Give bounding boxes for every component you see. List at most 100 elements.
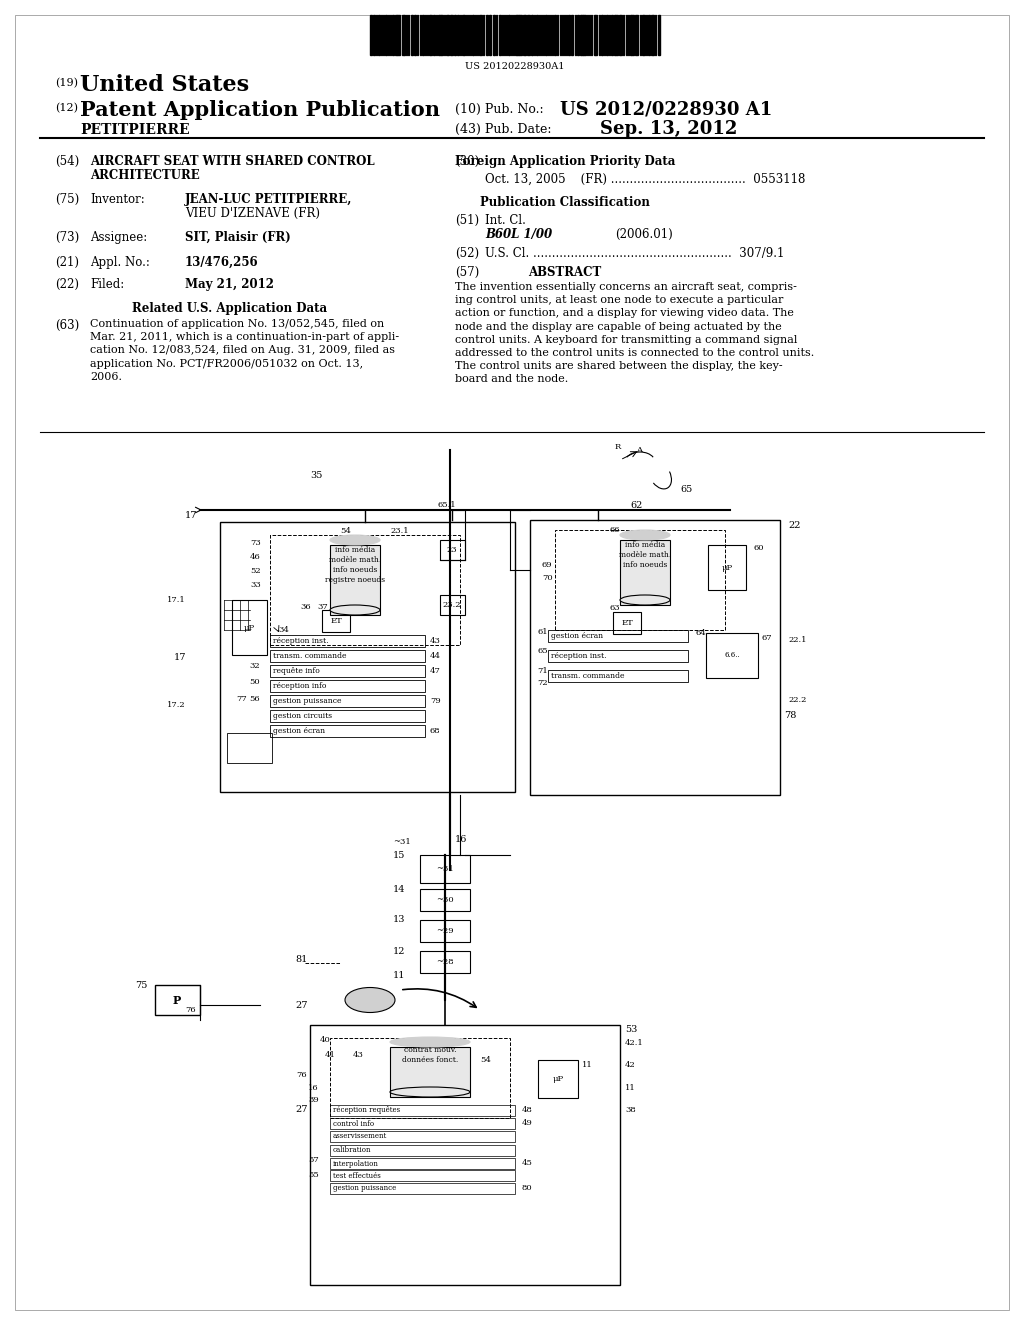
- Text: 79: 79: [430, 697, 440, 705]
- Text: ~31: ~31: [436, 865, 454, 873]
- Bar: [466, 15, 467, 55]
- Bar: [606, 15, 607, 55]
- Text: 45: 45: [522, 1159, 532, 1167]
- Bar: [422, 15, 424, 55]
- Text: ABSTRACT: ABSTRACT: [528, 267, 602, 279]
- Text: Assignee:: Assignee:: [90, 231, 147, 244]
- Text: 71: 71: [537, 667, 548, 675]
- Text: 41: 41: [325, 1051, 336, 1059]
- Bar: [536, 15, 538, 55]
- Bar: [581, 15, 583, 55]
- Text: (2006.01): (2006.01): [615, 228, 673, 242]
- Text: (54): (54): [55, 154, 79, 168]
- Bar: [583, 15, 586, 55]
- Text: 23.2: 23.2: [442, 601, 461, 609]
- Text: ~29: ~29: [436, 927, 454, 935]
- Text: B60L 1/00: B60L 1/00: [485, 228, 552, 242]
- Text: (75): (75): [55, 193, 79, 206]
- Text: (43) Pub. Date:: (43) Pub. Date:: [455, 123, 552, 136]
- Bar: [620, 15, 622, 55]
- Text: (51): (51): [455, 214, 479, 227]
- Text: 22.2: 22.2: [788, 696, 806, 704]
- Bar: [427, 15, 428, 55]
- Bar: [571, 15, 573, 55]
- Text: (73): (73): [55, 231, 79, 244]
- Text: info média: info média: [625, 541, 666, 549]
- Text: 40: 40: [319, 1036, 331, 1044]
- Text: 13/476,256: 13/476,256: [185, 256, 259, 269]
- Text: calibration: calibration: [333, 1147, 372, 1155]
- Text: control info: control info: [333, 1119, 374, 1127]
- Bar: [574, 15, 575, 55]
- Bar: [526, 15, 529, 55]
- Text: 32: 32: [249, 663, 260, 671]
- Bar: [591, 15, 592, 55]
- Text: 80: 80: [522, 1184, 532, 1192]
- Text: 65: 65: [680, 486, 692, 495]
- Text: réception inst.: réception inst.: [551, 652, 606, 660]
- FancyBboxPatch shape: [620, 540, 670, 605]
- Text: gestion écran: gestion écran: [551, 632, 603, 640]
- Bar: [401, 15, 403, 55]
- Text: 38: 38: [625, 1106, 636, 1114]
- Text: 11: 11: [625, 1084, 636, 1092]
- Text: 81: 81: [295, 956, 307, 965]
- Text: test effectués: test effectués: [333, 1172, 381, 1180]
- Ellipse shape: [390, 1086, 470, 1097]
- Bar: [515, 15, 516, 55]
- Text: 14: 14: [393, 884, 406, 894]
- Bar: [598, 15, 600, 55]
- Text: transm. commande: transm. commande: [273, 652, 346, 660]
- Text: modèle math.: modèle math.: [329, 556, 381, 564]
- Text: ET: ET: [330, 616, 342, 624]
- Text: (30): (30): [455, 154, 479, 168]
- Text: ARCHITECTURE: ARCHITECTURE: [90, 169, 200, 182]
- Text: 49: 49: [522, 1119, 532, 1127]
- Text: 76: 76: [296, 1071, 306, 1078]
- Text: 62: 62: [630, 502, 642, 511]
- Text: Publication Classification: Publication Classification: [480, 195, 650, 209]
- Text: 60: 60: [753, 544, 764, 552]
- Text: A: A: [636, 446, 642, 454]
- Bar: [378, 15, 380, 55]
- Ellipse shape: [620, 531, 670, 540]
- Text: May 21, 2012: May 21, 2012: [185, 279, 274, 290]
- Text: 63: 63: [610, 605, 621, 612]
- Text: (63): (63): [55, 319, 79, 333]
- Text: SIT, Plaisir (FR): SIT, Plaisir (FR): [185, 231, 291, 244]
- Text: 27: 27: [295, 1106, 307, 1114]
- Bar: [460, 15, 461, 55]
- Text: 13: 13: [393, 916, 406, 924]
- Text: (22): (22): [55, 279, 79, 290]
- Bar: [408, 15, 409, 55]
- Text: 72: 72: [537, 678, 548, 686]
- Text: 37: 37: [317, 603, 328, 611]
- Text: 43: 43: [430, 638, 441, 645]
- Text: 52: 52: [250, 568, 261, 576]
- Text: 42: 42: [625, 1061, 636, 1069]
- Text: 53: 53: [625, 1026, 637, 1035]
- Text: μP: μP: [552, 1074, 563, 1082]
- Text: US 20120228930A1: US 20120228930A1: [465, 62, 565, 71]
- Text: R: R: [615, 444, 622, 451]
- Text: modèle math.: modèle math.: [618, 550, 671, 558]
- Text: μP: μP: [722, 564, 732, 572]
- Text: ET: ET: [622, 619, 633, 627]
- Text: 23: 23: [446, 546, 458, 554]
- Bar: [651, 15, 652, 55]
- Text: 11: 11: [393, 970, 406, 979]
- Text: 22: 22: [788, 520, 801, 529]
- Bar: [443, 15, 445, 55]
- Text: 57: 57: [308, 1156, 318, 1164]
- Text: 47: 47: [430, 667, 441, 675]
- Bar: [397, 15, 400, 55]
- Text: Patent Application Publication: Patent Application Publication: [80, 100, 440, 120]
- Text: 17.2: 17.2: [167, 701, 186, 709]
- Text: 55: 55: [308, 1171, 318, 1179]
- Bar: [479, 15, 482, 55]
- Text: données fonct.: données fonct.: [401, 1056, 458, 1064]
- Ellipse shape: [345, 987, 395, 1012]
- Text: transm. commande: transm. commande: [551, 672, 625, 680]
- Text: 56: 56: [249, 696, 260, 704]
- Bar: [485, 15, 487, 55]
